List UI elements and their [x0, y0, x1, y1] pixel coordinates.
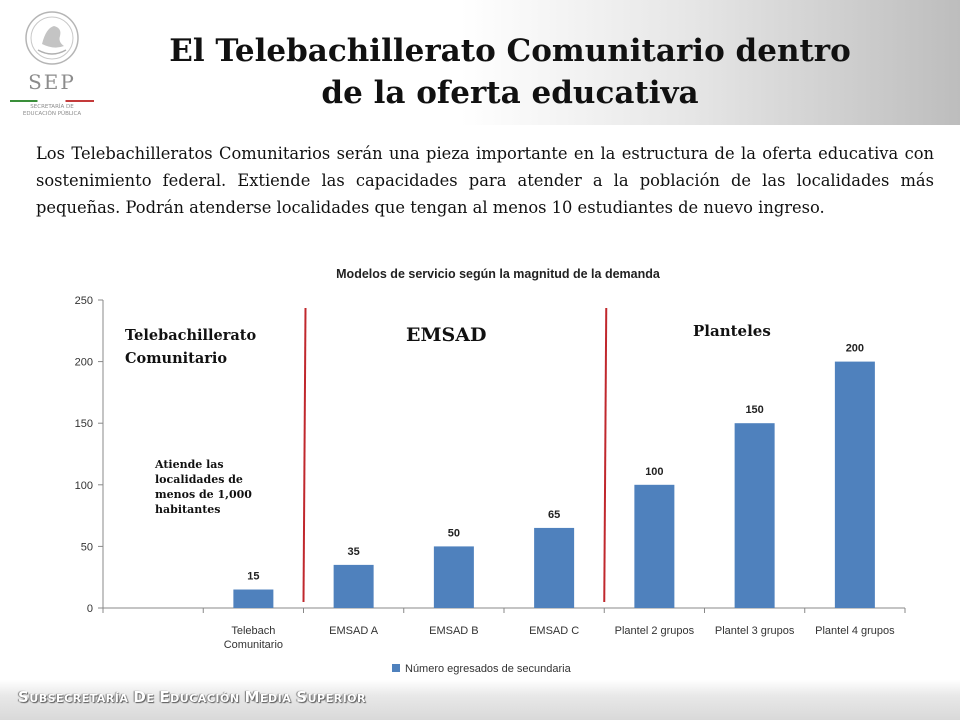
bar — [734, 423, 775, 608]
group-label-telebachillerato: Comunitario — [125, 350, 227, 367]
demand-note: menos de 1,000 — [155, 488, 252, 501]
group-label-emsad: EMSAD — [406, 324, 486, 346]
bar — [634, 484, 675, 608]
logo-subtitle: SECRETARÍA DE EDUCACIÓN PÚBLICA — [6, 104, 98, 118]
flag-stripe — [10, 100, 94, 102]
x-tick-label: Plantel 3 grupos — [715, 625, 795, 637]
x-tick-label: EMSAD C — [529, 625, 579, 637]
group-label-planteles: Planteles — [693, 322, 771, 340]
intro-paragraph: Los Telebachilleratos Comunitarios serán… — [36, 144, 934, 217]
demand-bar-chart: Modelos de servicio según la magnitud de… — [75, 267, 906, 675]
bar-value-label: 50 — [448, 527, 460, 539]
group-divider-line — [302, 307, 307, 603]
bar — [834, 361, 875, 608]
bar-value-label: 15 — [247, 571, 259, 583]
bar — [534, 527, 575, 608]
x-tick-label: EMSAD B — [429, 625, 479, 637]
header-band: SEP SECRETARÍA DE EDUCACIÓN PÚBLICA El T… — [0, 0, 960, 125]
x-tick-label: Telebach — [231, 625, 275, 637]
y-tick-label: 50 — [81, 541, 93, 553]
legend-swatch — [392, 664, 400, 672]
logo-subtitle-line2: EDUCACIÓN PÚBLICA — [22, 111, 82, 117]
x-tick-label: Comunitario — [224, 639, 283, 651]
logo-wordmark: SEP — [28, 70, 76, 94]
y-tick-label: 100 — [75, 480, 93, 492]
y-tick-label: 0 — [87, 603, 93, 615]
bar-value-label: 100 — [645, 466, 663, 478]
footer-band — [0, 680, 960, 720]
page-title-line2: de la oferta educativa — [321, 75, 699, 111]
page-title-line1: El Telebachillerato Comunitario dentro — [169, 33, 851, 69]
bar — [333, 564, 374, 608]
bar-value-label: 65 — [548, 509, 560, 521]
x-tick-label: Plantel 2 grupos — [615, 625, 695, 637]
bar — [433, 546, 474, 608]
chart-title: Modelos de servicio según la magnitud de… — [336, 267, 661, 281]
bar-value-label: 200 — [846, 343, 864, 355]
group-label-telebachillerato: Telebachillerato — [125, 327, 256, 344]
sep-logo: SEP SECRETARÍA DE EDUCACIÓN PÚBLICA — [6, 8, 98, 120]
y-tick-label: 250 — [75, 295, 93, 307]
page-title: El Telebachillerato Comunitario dentro d… — [110, 30, 910, 114]
bar-value-label: 35 — [348, 546, 360, 558]
demand-note: habitantes — [155, 503, 220, 516]
y-tick-label: 200 — [75, 357, 93, 369]
bar-value-label: 150 — [745, 404, 763, 416]
national-seal-icon — [25, 11, 79, 65]
logo-subtitle-line1: SECRETARÍA DE — [30, 104, 74, 110]
x-tick-label: Plantel 4 grupos — [815, 625, 895, 637]
x-tick-label: EMSAD A — [329, 625, 379, 637]
footer-text: SUBSECRETARÍA DE EDUCACIÓN MEDIA SUPERIO… — [18, 688, 367, 706]
demand-note: localidades de — [155, 473, 243, 486]
legend-label: Número egresados de secundaria — [405, 663, 572, 675]
bar — [233, 589, 274, 608]
demand-note: Atiende las — [154, 458, 224, 471]
y-tick-label: 150 — [75, 418, 93, 430]
group-divider-line — [603, 307, 608, 603]
